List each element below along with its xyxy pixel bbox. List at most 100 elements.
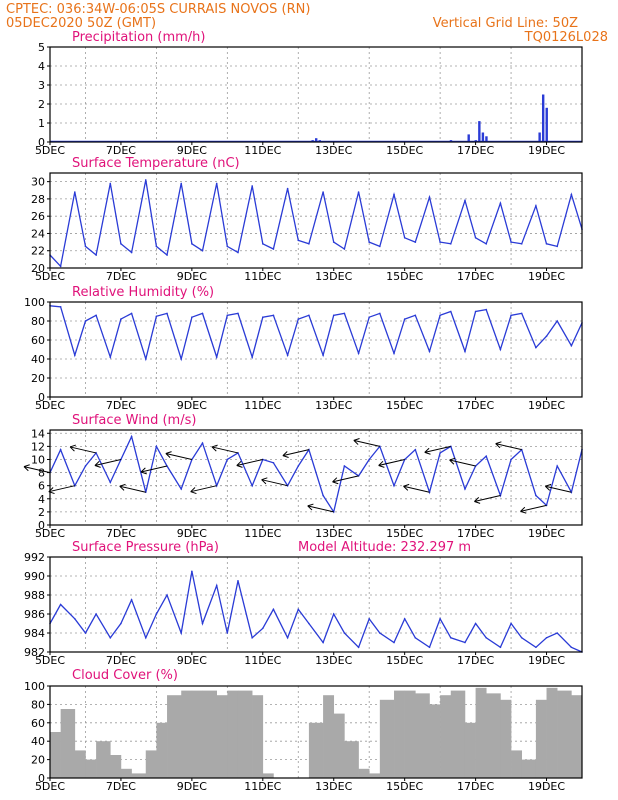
data-point (368, 458, 371, 461)
wind-arrow (165, 452, 192, 460)
data-point (74, 354, 76, 357)
data-point (379, 245, 381, 248)
data-point (237, 312, 239, 315)
panel-title: Surface Pressure (hPa) (72, 540, 219, 555)
cloud-bar (464, 722, 476, 778)
data-point (322, 494, 324, 497)
cloud-bar (85, 759, 97, 778)
x-tick-label: 17DEC (457, 399, 494, 412)
data-point (556, 320, 558, 322)
y-tick-label: 100 (24, 680, 45, 693)
cloud-bar (202, 690, 217, 778)
data-point (535, 346, 537, 349)
series-line (49, 571, 583, 653)
data-point (297, 239, 300, 242)
precip-bar (541, 94, 545, 142)
x-tick-label: 5DEC (35, 144, 65, 157)
x-tick-label: 11DEC (244, 399, 281, 412)
data-point (84, 465, 87, 467)
data-point (510, 314, 512, 317)
data-point (510, 622, 512, 625)
cloud-bar (131, 773, 147, 778)
precip-bar (467, 134, 470, 142)
x-tick-label: 17DEC (457, 780, 494, 793)
data-point (474, 310, 477, 313)
y-tick-label: 1 (38, 117, 45, 130)
wind-arrow-head (94, 460, 101, 468)
cloud-bar (571, 695, 583, 778)
cloud-bar (167, 695, 182, 778)
data-point (545, 335, 548, 338)
y-tick-label: 3 (38, 79, 45, 92)
data-point (201, 312, 204, 315)
y-tick-label: 40 (31, 353, 45, 366)
wind-arrow (69, 446, 97, 454)
data-point (449, 636, 452, 639)
data-point (286, 636, 289, 639)
data-point (215, 182, 218, 185)
wind-arrow (94, 458, 122, 466)
y-tick-label: 22 (31, 245, 45, 258)
data-point (297, 465, 300, 467)
data-point (144, 358, 147, 360)
series-line (49, 434, 583, 514)
x-tick-label: 5DEC (35, 654, 65, 667)
data-point (215, 584, 218, 587)
data-point (166, 594, 168, 596)
panel-1: 20 22 24 26 28 30 5DEC 7DEC 9DEC 11DEC 13DEC 15DEC 1… (31, 156, 583, 283)
wind-arrow-head (211, 444, 218, 452)
data-point (343, 632, 346, 634)
data-point (226, 632, 229, 634)
x-tick-label: 15DEC (386, 144, 423, 157)
y-tick-label: 100 (24, 296, 45, 309)
x-tick-label: 11DEC (244, 144, 281, 157)
wind-arrow-head (236, 460, 243, 468)
precip-bar (545, 107, 548, 142)
x-tick-label: 7DEC (106, 780, 136, 793)
data-point (237, 579, 239, 582)
x-tick-label: 19DEC (528, 780, 565, 793)
x-tick-label: 9DEC (177, 527, 207, 540)
y-tick-label: 80 (31, 698, 45, 711)
y-tick-label: 26 (31, 210, 45, 223)
series-line (49, 179, 583, 268)
cloud-bar (262, 773, 274, 778)
data-point (120, 243, 122, 245)
wind-arrow-head (424, 447, 431, 455)
data-point (428, 646, 431, 649)
data-point (59, 603, 62, 606)
data-point (520, 312, 523, 315)
data-point (84, 320, 87, 322)
cloud-bar (145, 750, 157, 778)
wind-arrow (140, 465, 168, 473)
x-tick-label: 7DEC (106, 527, 136, 540)
x-tick-label: 17DEC (457, 654, 494, 667)
data-point (485, 455, 488, 458)
panel-frame (49, 172, 583, 269)
header-run-date: 05DEC2020 50Z (GMT) (6, 16, 156, 31)
data-point (155, 613, 158, 615)
data-point (449, 310, 452, 313)
wind-arrow-head (332, 477, 339, 485)
cloud-bar (50, 732, 61, 778)
x-tick-label: 9DEC (177, 780, 207, 793)
data-point (439, 452, 441, 454)
wind-arrow-head (520, 506, 527, 514)
data-point (155, 315, 158, 318)
y-tick-label: 2 (38, 98, 45, 111)
data-point (130, 312, 133, 315)
data-point (414, 241, 417, 243)
data-point (474, 236, 477, 239)
x-tick-label: 13DEC (315, 780, 352, 793)
panel-title: Surface Temperature (nC) (72, 156, 240, 171)
y-tick-label: 4 (38, 493, 45, 506)
data-point (201, 622, 204, 625)
data-point (201, 249, 204, 252)
data-point (226, 458, 229, 461)
data-point (368, 316, 371, 319)
y-tick-label: 984 (24, 627, 45, 640)
y-tick-label: 6 (38, 480, 45, 493)
data-point (237, 251, 239, 254)
panel-annotation: Model Altitude: 232.297 m (298, 540, 471, 555)
